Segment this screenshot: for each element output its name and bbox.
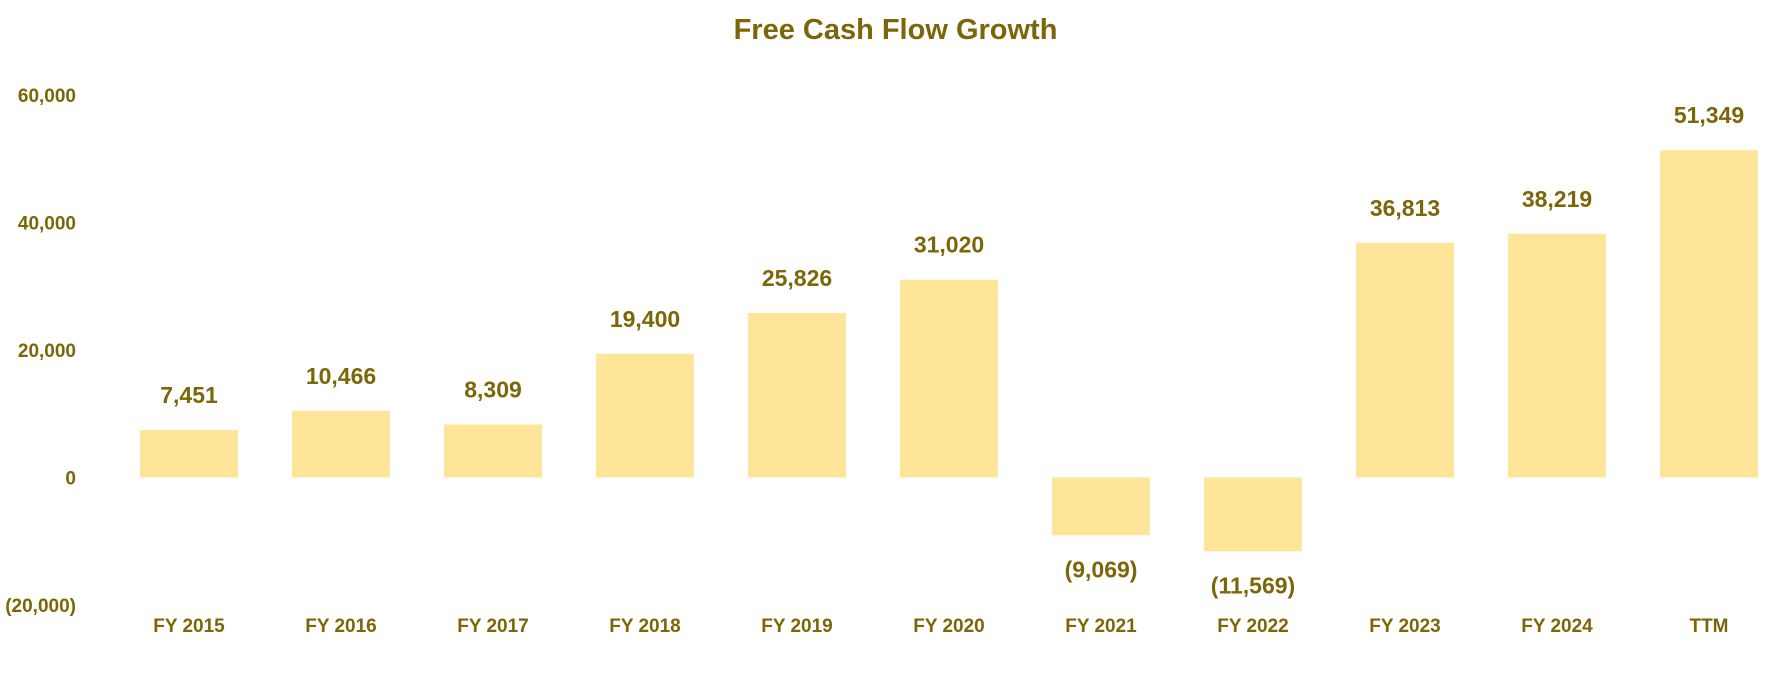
x-tick-label: TTM [1689, 616, 1728, 637]
data-label: 38,219 [1522, 186, 1592, 212]
y-tick-label: 40,000 [18, 214, 76, 235]
data-label: 7,451 [160, 382, 218, 408]
bar [1052, 477, 1150, 536]
data-label: 8,309 [464, 377, 522, 403]
x-axis: FY 2015 FY 2016 FY 2017 FY 2018 FY 2019 FY 20… [153, 616, 1728, 637]
data-label: 19,400 [610, 306, 680, 332]
y-tick-label: 20,000 [18, 341, 76, 362]
data-labels: 7,451 10,466 8,309 19,400 25,826 31,020 (9,069… [160, 102, 1744, 598]
data-label: (11,569) [1211, 572, 1295, 598]
x-tick-label: FY 2024 [1521, 616, 1593, 637]
x-tick-label: FY 2017 [457, 616, 528, 637]
data-label: 31,020 [914, 232, 984, 258]
data-label: 51,349 [1674, 102, 1744, 128]
bar [1204, 477, 1302, 552]
bar [444, 424, 542, 478]
x-tick-label: FY 2021 [1065, 616, 1137, 637]
bar [748, 312, 846, 478]
x-tick-label: FY 2019 [761, 616, 832, 637]
y-tick-label: 60,000 [18, 86, 76, 107]
bar [900, 279, 998, 478]
x-tick-label: FY 2016 [305, 616, 376, 637]
bars [140, 150, 1758, 552]
x-tick-label: FY 2020 [913, 616, 984, 637]
data-label: 10,466 [306, 363, 376, 389]
bar [1660, 150, 1758, 478]
x-tick-label: FY 2023 [1369, 616, 1440, 637]
bar [140, 429, 238, 478]
bar [1508, 233, 1606, 478]
y-axis: 60,000 40,000 20,000 0 (20,000) [5, 86, 76, 617]
data-label: (9,069) [1065, 556, 1138, 582]
x-tick-label: FY 2022 [1217, 616, 1288, 637]
x-tick-label: FY 2018 [609, 616, 680, 637]
bar [1356, 242, 1454, 478]
bar [292, 410, 390, 478]
y-tick-label: (20,000) [5, 596, 76, 617]
x-tick-label: FY 2015 [153, 616, 225, 637]
data-label: 36,813 [1370, 195, 1440, 221]
data-label: 25,826 [762, 265, 832, 291]
y-tick-label: 0 [65, 469, 76, 490]
chart-title: Free Cash Flow Growth [733, 14, 1058, 46]
bar [596, 353, 694, 478]
